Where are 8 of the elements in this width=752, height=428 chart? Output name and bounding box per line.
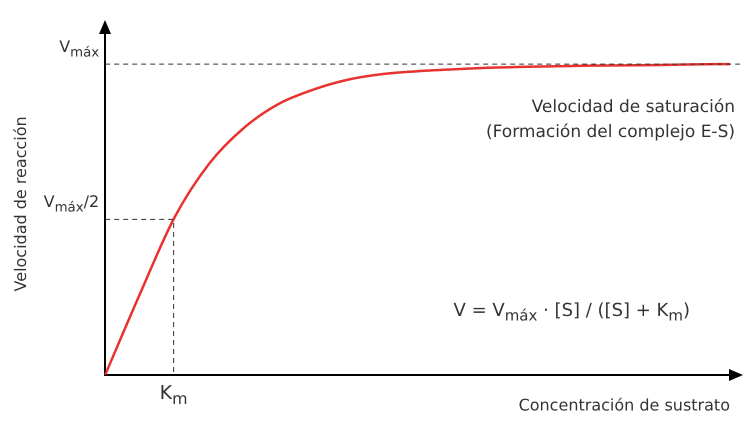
annotation: V = V$_{máx}$ · [S] / ([S] + K$_{m}$) — [454, 300, 690, 325]
x-axis-title: Concentración de sustrato — [518, 396, 730, 415]
annotation: Velocidad de saturación — [532, 97, 735, 117]
annotation: (Formación del complejo E-S) — [486, 122, 735, 142]
ref-line-label: V$_{máx}$ — [59, 37, 100, 62]
ref-line-label: V$_{máx}$/2 — [44, 192, 100, 216]
text: K$_{m}$ — [160, 382, 188, 408]
y-axis-title: Velocidad de reacción — [10, 116, 30, 292]
